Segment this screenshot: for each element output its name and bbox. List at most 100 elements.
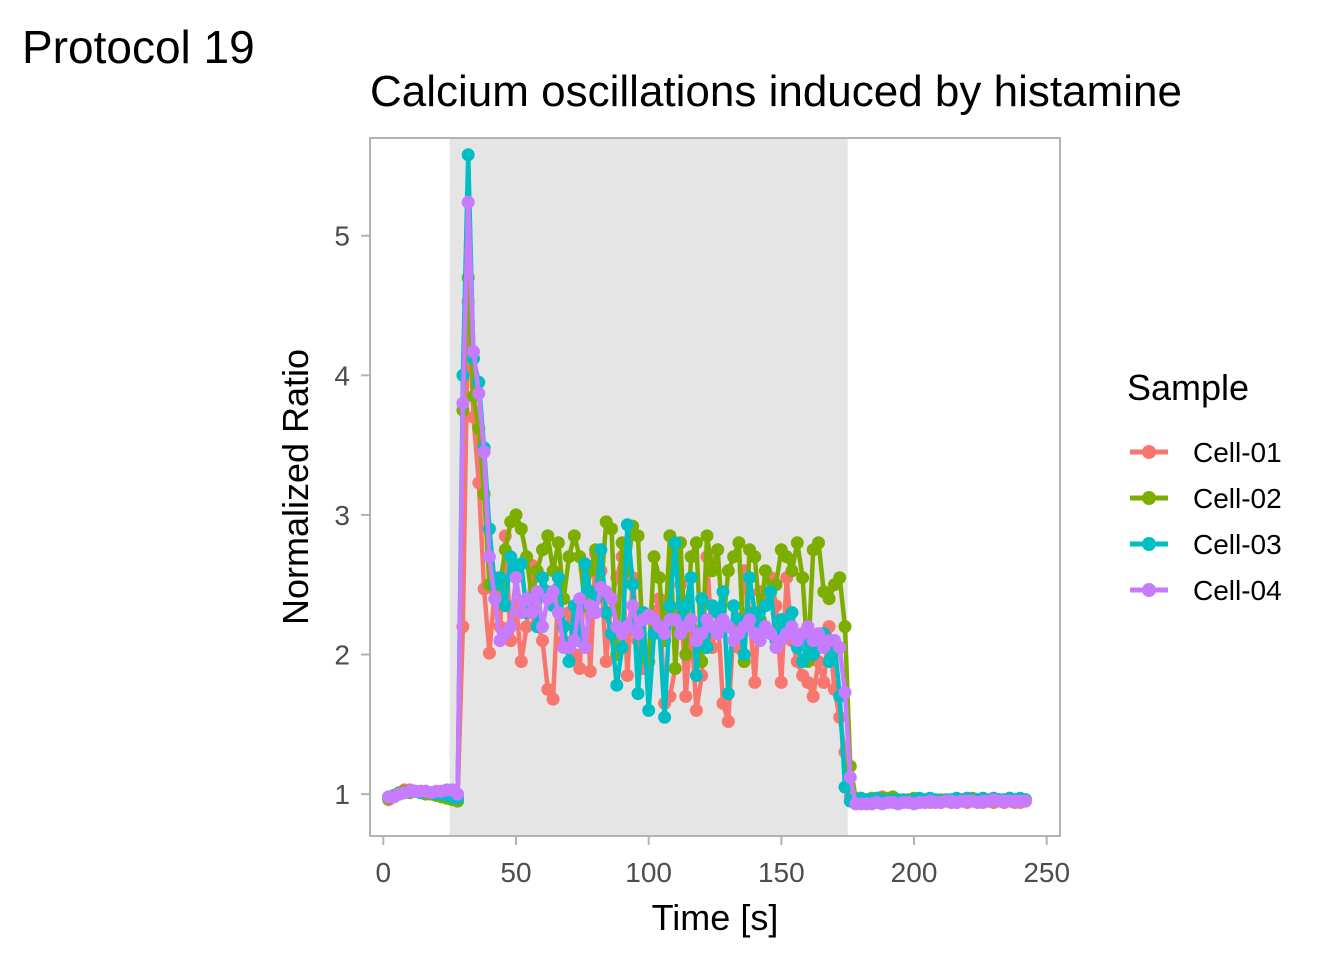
plot-border bbox=[369, 137, 1061, 837]
data-point-cell-04 bbox=[801, 620, 815, 634]
data-point-cell-04 bbox=[504, 620, 518, 634]
data-point-cell-03 bbox=[461, 148, 475, 162]
data-point-cell-02 bbox=[514, 522, 528, 536]
data-point-cell-03 bbox=[514, 557, 528, 571]
data-point-cell-03 bbox=[758, 599, 772, 613]
data-point-cell-04 bbox=[695, 627, 709, 641]
data-point-cell-02 bbox=[700, 529, 714, 543]
data-point-cell-02 bbox=[812, 536, 825, 550]
x-tick-label: 150 bbox=[758, 857, 805, 888]
data-point-cell-03 bbox=[785, 606, 799, 620]
data-point-cell-02 bbox=[689, 536, 703, 550]
data-point-cell-03 bbox=[679, 599, 693, 613]
data-point-cell-03 bbox=[493, 571, 507, 585]
data-point-cell-01 bbox=[599, 655, 613, 668]
data-point-cell-04 bbox=[743, 613, 756, 627]
data-point-cell-04 bbox=[467, 345, 480, 359]
data-point-cell-01 bbox=[520, 620, 534, 634]
data-point-cell-04 bbox=[753, 634, 767, 648]
legend-marker-cell-01 bbox=[1142, 445, 1156, 459]
data-point-cell-04 bbox=[764, 627, 778, 641]
data-point-cell-02 bbox=[780, 550, 794, 564]
data-point-cell-01 bbox=[689, 703, 703, 717]
x-axis-title: Time [s] bbox=[652, 897, 779, 938]
legend-label-cell-04: Cell-04 bbox=[1193, 575, 1282, 606]
data-point-cell-01 bbox=[482, 646, 496, 660]
data-point-cell-02 bbox=[838, 620, 852, 634]
data-point-cell-03 bbox=[594, 543, 608, 557]
data-point-cell-01 bbox=[801, 675, 815, 689]
data-point-cell-02 bbox=[732, 536, 746, 550]
data-point-cell-04 bbox=[482, 550, 496, 564]
legend-marker-cell-02 bbox=[1142, 491, 1156, 505]
y-tick-label: 5 bbox=[334, 221, 350, 252]
data-point-cell-03 bbox=[838, 780, 852, 794]
data-point-cell-04 bbox=[1019, 794, 1032, 808]
data-point-cell-02 bbox=[711, 543, 725, 557]
data-point-cell-03 bbox=[668, 536, 682, 550]
data-point-cell-03 bbox=[743, 571, 756, 585]
data-point-cell-02 bbox=[790, 536, 804, 550]
data-point-cell-03 bbox=[599, 606, 613, 620]
data-point-cell-04 bbox=[514, 606, 528, 620]
data-point-cell-01 bbox=[748, 675, 762, 689]
data-point-cell-04 bbox=[456, 396, 470, 410]
data-point-cell-04 bbox=[668, 613, 682, 627]
data-point-cell-02 bbox=[567, 529, 581, 543]
data-point-cell-03 bbox=[615, 641, 629, 654]
data-point-cell-03 bbox=[536, 571, 549, 585]
data-point-cell-02 bbox=[785, 564, 799, 578]
plot-layer: 0 50 100 150 200 250 1 2 3 4 5 bbox=[334, 137, 1070, 888]
data-point-cell-01 bbox=[546, 692, 560, 706]
data-point-cell-03 bbox=[631, 687, 645, 701]
data-point-cell-04 bbox=[525, 606, 539, 620]
data-point-cell-02 bbox=[679, 648, 693, 661]
data-point-cell-01 bbox=[721, 715, 735, 728]
data-point-cell-04 bbox=[812, 627, 825, 641]
data-point-cell-04 bbox=[461, 195, 475, 209]
data-point-cell-03 bbox=[716, 585, 730, 599]
data-point-cell-04 bbox=[551, 606, 565, 620]
data-point-cell-01 bbox=[541, 682, 555, 696]
stimulus-window bbox=[449, 138, 848, 836]
data-point-cell-03 bbox=[498, 599, 512, 613]
data-point-cell-03 bbox=[700, 641, 714, 654]
data-point-cell-02 bbox=[509, 508, 523, 522]
data-point-cell-02 bbox=[562, 550, 576, 564]
data-point-cell-03 bbox=[562, 655, 576, 668]
data-point-cell-02 bbox=[758, 564, 772, 578]
data-point-cell-04 bbox=[451, 787, 465, 801]
data-point-cell-03 bbox=[642, 703, 656, 717]
data-point-cell-04 bbox=[536, 620, 549, 634]
data-point-cell-04 bbox=[567, 634, 581, 648]
data-point-cell-04 bbox=[578, 641, 592, 654]
data-point-cell-03 bbox=[822, 655, 836, 668]
data-point-cell-02 bbox=[748, 550, 762, 564]
legend-marker-cell-04 bbox=[1142, 583, 1156, 597]
data-point-cell-02 bbox=[796, 571, 810, 585]
data-point-cell-02 bbox=[536, 543, 549, 557]
data-point-cell-03 bbox=[551, 571, 565, 585]
data-point-cell-04 bbox=[721, 620, 735, 634]
y-tick-label: 4 bbox=[334, 360, 350, 391]
data-point-cell-04 bbox=[785, 620, 799, 634]
series-cell-04 bbox=[382, 195, 1032, 811]
data-point-cell-03 bbox=[578, 557, 592, 571]
data-point-cell-03 bbox=[727, 599, 741, 613]
data-point-cell-04 bbox=[573, 592, 587, 606]
data-point-cell-03 bbox=[764, 585, 778, 599]
y-tick-label: 3 bbox=[334, 500, 350, 531]
data-point-cell-04 bbox=[620, 620, 634, 634]
x-tick-label: 0 bbox=[375, 857, 391, 888]
legend-marker-cell-03 bbox=[1142, 537, 1156, 551]
data-point-cell-04 bbox=[530, 585, 544, 599]
x-tick-label: 100 bbox=[625, 857, 672, 888]
data-point-cell-04 bbox=[488, 592, 502, 606]
x-tick-label: 200 bbox=[891, 857, 938, 888]
data-point-cell-02 bbox=[721, 564, 735, 578]
data-point-cell-02 bbox=[822, 592, 836, 606]
data-point-cell-01 bbox=[536, 634, 549, 648]
legend-label-cell-02: Cell-02 bbox=[1193, 483, 1282, 514]
data-point-cell-04 bbox=[509, 571, 523, 585]
